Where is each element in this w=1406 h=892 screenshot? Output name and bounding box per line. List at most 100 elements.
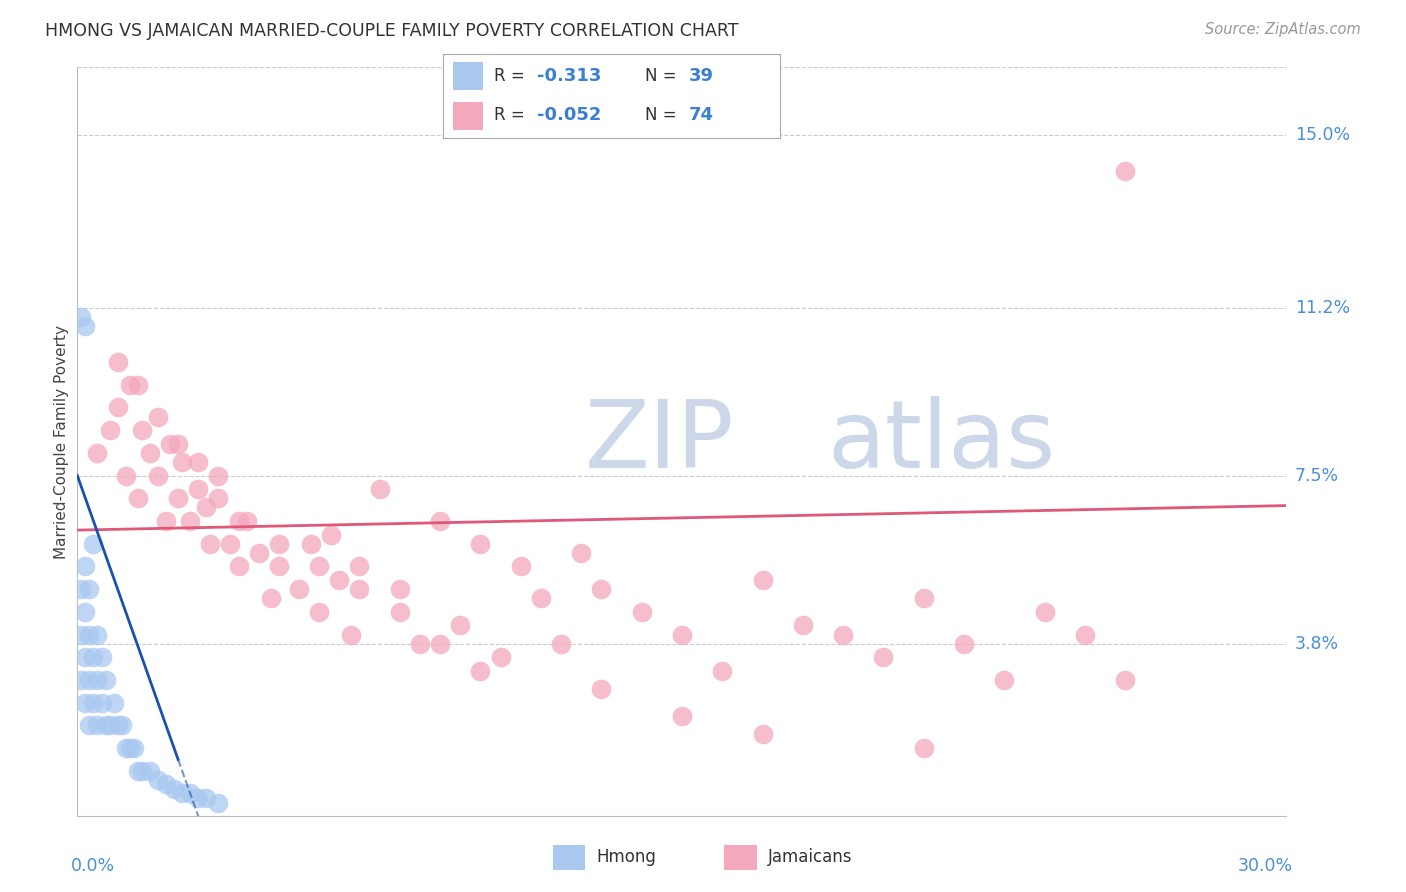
Point xyxy=(90,696,112,710)
Point xyxy=(195,500,218,515)
Point xyxy=(131,764,153,778)
Text: Source: ZipAtlas.com: Source: ZipAtlas.com xyxy=(1205,22,1361,37)
Point xyxy=(114,741,136,756)
Point xyxy=(103,696,125,710)
Point xyxy=(228,559,250,574)
Point xyxy=(1074,627,1097,641)
Point xyxy=(75,650,97,665)
Point xyxy=(122,741,145,756)
Point xyxy=(912,741,935,756)
Point xyxy=(79,718,101,732)
Point xyxy=(159,437,181,451)
Text: R =: R = xyxy=(494,68,530,86)
Point xyxy=(267,559,290,574)
Y-axis label: Married-Couple Family Poverty: Married-Couple Family Poverty xyxy=(53,325,69,558)
Point xyxy=(630,605,652,619)
Point xyxy=(75,605,97,619)
Point xyxy=(118,741,141,756)
Point xyxy=(82,537,104,551)
Point xyxy=(107,401,129,415)
Point xyxy=(90,650,112,665)
Point xyxy=(235,514,257,528)
Point xyxy=(228,514,250,528)
Point xyxy=(349,582,371,596)
Point xyxy=(187,455,209,469)
Point xyxy=(70,310,93,324)
Point xyxy=(388,582,411,596)
Text: Hmong: Hmong xyxy=(596,848,657,866)
Point xyxy=(98,423,121,437)
Point xyxy=(195,791,218,805)
Point xyxy=(711,664,734,678)
Point xyxy=(792,618,814,632)
Point xyxy=(155,514,177,528)
Point xyxy=(993,673,1015,687)
Point xyxy=(127,764,149,778)
Point xyxy=(321,527,343,541)
Point xyxy=(146,772,169,787)
Point xyxy=(98,718,121,732)
Point xyxy=(349,559,371,574)
Point xyxy=(591,582,613,596)
Point xyxy=(267,537,290,551)
Point xyxy=(550,637,572,651)
Text: atlas: atlas xyxy=(827,395,1056,488)
Point xyxy=(388,605,411,619)
Point xyxy=(328,573,350,587)
Point xyxy=(127,491,149,506)
Point xyxy=(79,627,101,641)
Point xyxy=(1033,605,1056,619)
Text: Jamaicans: Jamaicans xyxy=(768,848,852,866)
Point xyxy=(82,650,104,665)
Point xyxy=(111,718,134,732)
Point xyxy=(179,787,201,801)
Point xyxy=(187,791,209,805)
Point xyxy=(155,777,177,791)
Text: R =: R = xyxy=(494,106,530,124)
Point xyxy=(179,514,201,528)
Point xyxy=(172,787,194,801)
Text: 15.0%: 15.0% xyxy=(1295,126,1350,144)
Point xyxy=(114,468,136,483)
Point xyxy=(1114,673,1136,687)
Point xyxy=(569,546,592,560)
Point xyxy=(167,491,190,506)
FancyBboxPatch shape xyxy=(453,62,484,90)
Text: HMONG VS JAMAICAN MARRIED-COUPLE FAMILY POVERTY CORRELATION CHART: HMONG VS JAMAICAN MARRIED-COUPLE FAMILY … xyxy=(45,22,738,40)
Text: 7.5%: 7.5% xyxy=(1295,467,1339,484)
Text: -0.052: -0.052 xyxy=(537,106,602,124)
Point xyxy=(75,559,97,574)
Point xyxy=(429,514,451,528)
Point xyxy=(167,437,190,451)
Point xyxy=(591,681,613,696)
FancyBboxPatch shape xyxy=(453,102,484,130)
Point xyxy=(94,673,117,687)
Point xyxy=(671,627,693,641)
Point xyxy=(86,673,108,687)
Point xyxy=(207,468,229,483)
Point xyxy=(107,718,129,732)
Point xyxy=(79,673,101,687)
Point xyxy=(79,582,101,596)
Point xyxy=(86,627,108,641)
Point xyxy=(449,618,471,632)
Point xyxy=(86,718,108,732)
Point xyxy=(139,764,162,778)
Point xyxy=(368,482,391,496)
Text: 39: 39 xyxy=(689,68,714,86)
Point xyxy=(75,318,97,333)
Text: -0.313: -0.313 xyxy=(537,68,602,86)
Point xyxy=(107,355,129,369)
Point xyxy=(260,591,283,606)
Point xyxy=(489,650,512,665)
Point xyxy=(470,537,492,551)
Text: 74: 74 xyxy=(689,106,714,124)
Point xyxy=(751,727,773,741)
Point xyxy=(429,637,451,651)
Point xyxy=(308,559,330,574)
Point xyxy=(70,582,93,596)
Text: 0.0%: 0.0% xyxy=(72,857,115,875)
Point xyxy=(207,491,229,506)
Point xyxy=(82,696,104,710)
Point xyxy=(470,664,492,678)
